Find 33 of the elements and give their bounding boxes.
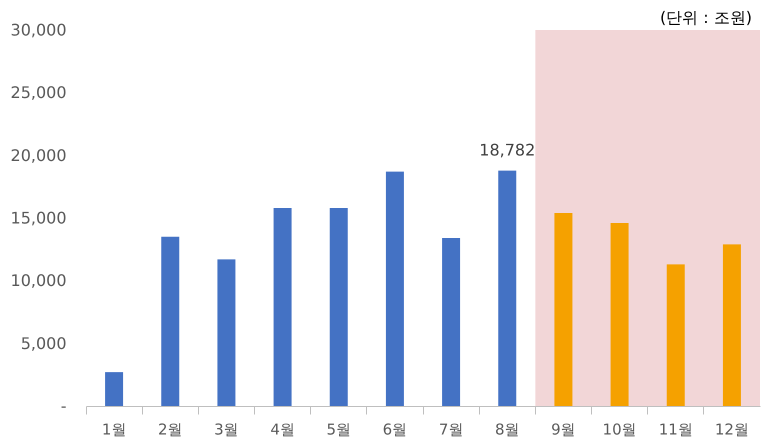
bar bbox=[498, 170, 516, 406]
y-tick-label: 25,000 bbox=[10, 83, 66, 102]
y-tick-label: 5,000 bbox=[20, 334, 66, 353]
y-tick-label: 10,000 bbox=[10, 271, 66, 290]
data-label: 18,782 bbox=[479, 140, 536, 160]
x-tick-label: 3월 bbox=[214, 420, 239, 438]
y-tick-label: 20,000 bbox=[10, 146, 66, 165]
bar bbox=[330, 208, 348, 406]
bar bbox=[666, 264, 685, 406]
y-tick-label: 30,000 bbox=[10, 20, 66, 40]
x-tick-label: 11월 bbox=[658, 420, 693, 438]
bar bbox=[161, 236, 180, 406]
x-tick-label: 8월 bbox=[494, 420, 520, 438]
bar bbox=[610, 223, 629, 406]
y-tick-label: 15,000 bbox=[10, 208, 66, 228]
x-tick-label: 7월 bbox=[438, 420, 464, 438]
bar bbox=[722, 244, 741, 406]
x-tick-label: 5월 bbox=[326, 420, 352, 438]
x-tick-label: 1월 bbox=[102, 420, 126, 438]
bar bbox=[386, 172, 404, 406]
bar bbox=[217, 259, 236, 406]
text: (단위 : 조원) bbox=[660, 8, 752, 29]
x-tick-label: 10월 bbox=[602, 420, 637, 438]
x-tick-label: 4월 bbox=[270, 420, 295, 438]
bar bbox=[274, 208, 292, 406]
bar bbox=[442, 238, 460, 406]
x-tick-label: 12월 bbox=[714, 420, 749, 438]
bar bbox=[105, 372, 124, 406]
bar bbox=[554, 212, 572, 406]
x-tick-label: 6월 bbox=[382, 420, 408, 438]
y-tick-label: - bbox=[60, 396, 66, 416]
x-tick-label: 2월 bbox=[158, 420, 183, 438]
x-tick-label: 9월 bbox=[551, 420, 576, 438]
